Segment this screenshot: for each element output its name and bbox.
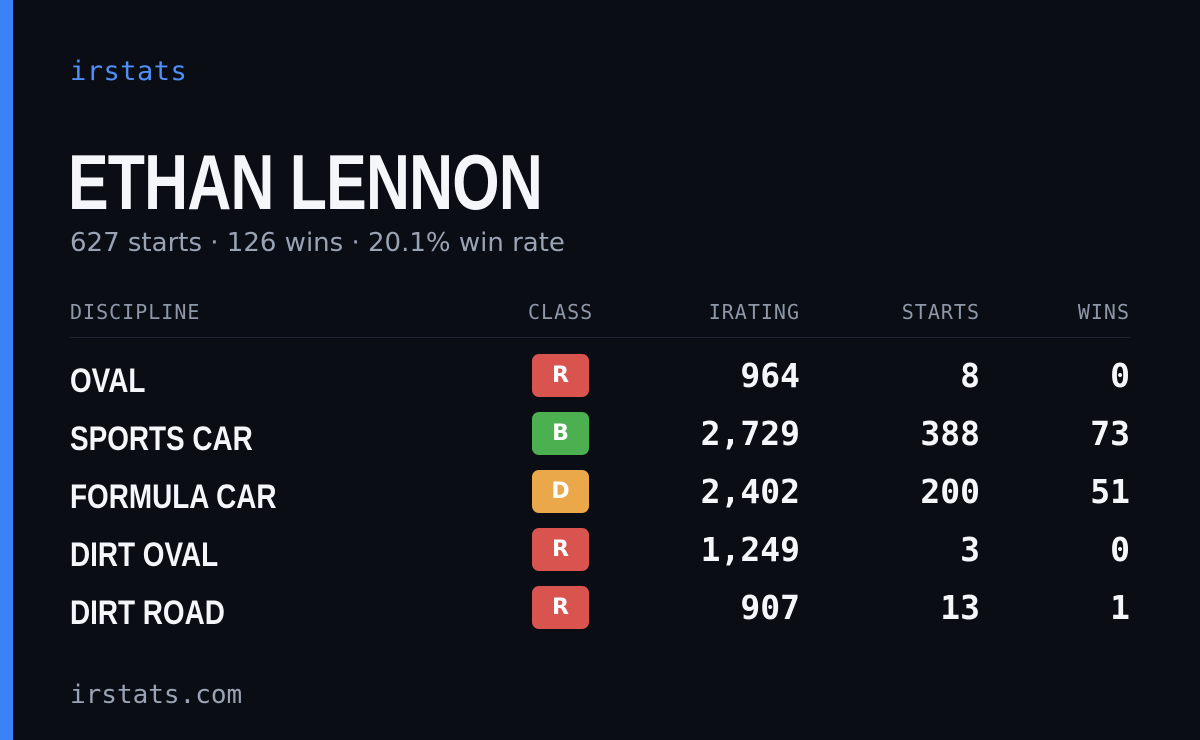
starts-value: 13 — [940, 588, 980, 627]
table-row: DIRT OVAL R 1,249 3 0 — [0, 528, 1200, 586]
wins-value: 0 — [1110, 530, 1130, 569]
starts-value: 8 — [960, 356, 980, 395]
driver-summary: 627 starts · 126 wins · 20.1% win rate — [70, 228, 565, 258]
irating-value: 2,402 — [700, 472, 800, 511]
wins-value: 51 — [1090, 472, 1130, 511]
irating-value: 2,729 — [700, 414, 800, 453]
column-header-class: CLASS — [528, 300, 594, 324]
irating-value: 907 — [740, 588, 800, 627]
wins-value: 0 — [1110, 356, 1130, 395]
irating-value: 1,249 — [700, 530, 800, 569]
discipline-name: FORMULA CAR — [70, 478, 277, 516]
driver-name: ETHAN LENNON — [68, 138, 543, 226]
accent-bar — [0, 0, 13, 740]
header-divider — [70, 337, 1130, 338]
column-header-discipline: DISCIPLINE — [70, 300, 201, 324]
starts-value: 388 — [920, 414, 980, 453]
class-badge: R — [532, 528, 589, 571]
discipline-name: DIRT OVAL — [70, 536, 219, 574]
class-badge: R — [532, 586, 589, 629]
class-badge: R — [532, 354, 589, 397]
wins-value: 1 — [1110, 588, 1130, 627]
footer-url: irstats.com — [70, 680, 243, 710]
table-row: SPORTS CAR B 2,729 388 73 — [0, 412, 1200, 470]
brand-logo: irstats — [70, 56, 188, 87]
class-badge: B — [532, 412, 589, 455]
column-header-wins: WINS — [1077, 300, 1130, 324]
irating-value: 964 — [740, 356, 800, 395]
class-badge: D — [532, 470, 589, 513]
starts-value: 3 — [960, 530, 980, 569]
column-header-starts: STARTS — [901, 300, 980, 324]
discipline-name: SPORTS CAR — [70, 420, 253, 458]
column-header-irating: IRATING — [708, 300, 800, 324]
wins-value: 73 — [1090, 414, 1130, 453]
discipline-name: DIRT ROAD — [70, 594, 225, 632]
table-row: OVAL R 964 8 0 — [0, 354, 1200, 412]
starts-value: 200 — [920, 472, 980, 511]
table-row: DIRT ROAD R 907 13 1 — [0, 586, 1200, 644]
table-row: FORMULA CAR D 2,402 200 51 — [0, 470, 1200, 528]
discipline-name: OVAL — [70, 362, 146, 400]
